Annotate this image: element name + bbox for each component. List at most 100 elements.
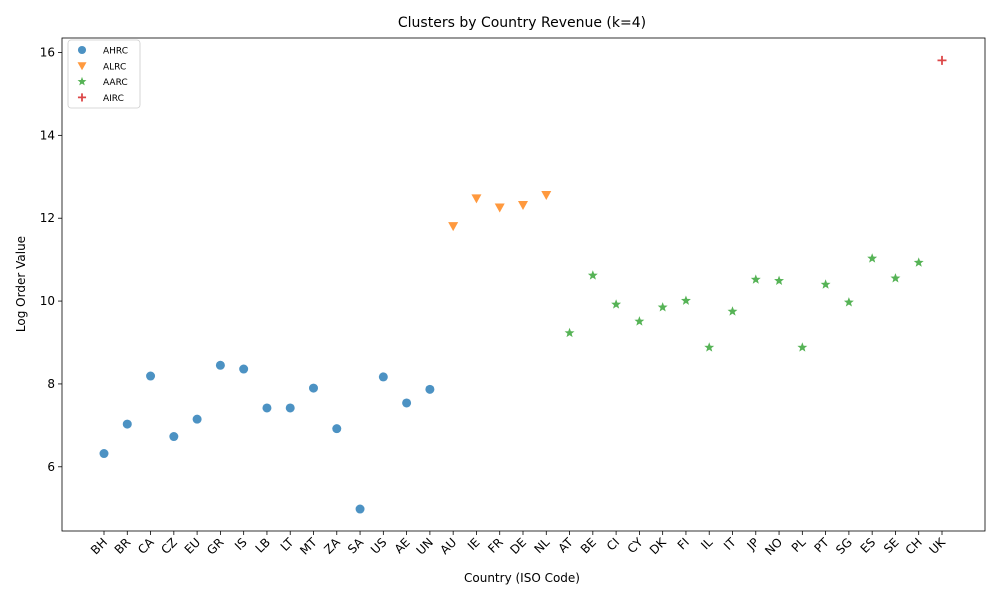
x-tick-label: BR [112,535,134,557]
data-point-ahrc-sa [355,504,365,514]
data-point-aarc-no [774,275,784,285]
x-tick-label: JP [744,535,762,553]
data-point-aarc-be [587,270,598,280]
data-points [99,55,947,514]
legend-marker-airc [77,93,87,102]
x-tick-label: ES [858,535,879,556]
x-tick-label: CZ [158,535,180,557]
x-tick-label: PT [812,535,833,556]
data-point-ahrc-br [122,419,132,429]
x-axis-label: Country (ISO Code) [464,571,580,585]
data-point-aarc-il [704,342,715,352]
y-tick-label: 8 [47,377,55,391]
data-point-ahrc-za [332,424,342,434]
data-point-aarc-fi [681,295,691,305]
data-point-alrc-au [448,222,459,232]
data-point-ahrc-ae [402,398,412,408]
data-point-ahrc-us [378,372,388,382]
data-point-ahrc-ca [146,371,156,381]
x-tick-label: IE [465,535,483,553]
x-tick-label: US [368,535,390,557]
x-tick-label: DE [507,535,529,557]
x-tick-label: SA [345,535,367,557]
y-tick-label: 14 [40,128,55,142]
legend-marker-ahrc [77,45,87,55]
x-tick-label: BH [88,535,110,557]
x-tick-label: AU [437,535,459,557]
data-point-alrc-nl [541,191,552,201]
data-point-aarc-sg [843,297,854,307]
x-axis-ticks: BH BR CA CZ EU GR IS LB LT MT ZA SA US AE UN AU IE FR DE NL… [88,531,949,558]
x-tick-label: IT [721,535,739,553]
data-point-aarc-cy [634,316,645,326]
x-tick-label: NL [531,535,552,556]
x-tick-label: ZA [321,535,343,557]
x-tick-label: PL [789,535,809,555]
x-tick-label: LB [253,535,273,555]
data-point-aarc-pl [797,342,808,352]
x-tick-label: CH [903,535,925,557]
x-tick-label: SE [881,535,902,556]
x-tick-label: IL [698,535,715,552]
data-point-aarc-jp [750,274,761,284]
data-point-ahrc-gr [215,360,225,370]
x-tick-label: MT [297,535,320,558]
data-point-ahrc-lb [262,403,272,413]
legend: AHRC ALRC AARC AIRC [67,39,141,109]
legend-box [67,39,141,109]
x-tick-label: FR [485,535,506,556]
data-point-ahrc-lt [285,403,295,413]
x-tick-label: AE [392,535,413,556]
x-tick-label: IS [232,535,250,553]
data-point-ahrc-eu [192,414,202,424]
data-point-aarc-dk [657,302,668,312]
x-tick-label: FI [675,535,692,552]
data-point-alrc-fr [494,203,505,213]
data-point-alrc-de [518,200,528,210]
data-point-aarc-pt [820,279,831,289]
x-tick-label: AT [555,535,576,556]
y-axis-label: Log Order Value [14,236,28,332]
legend-label-alrc: ALRC [103,62,126,72]
legend-marker-alrc [77,62,87,71]
y-axis-ticks: 6 8 10 12 14 16 [40,46,62,474]
y-tick-label: 6 [47,460,55,474]
data-point-airc-uk [937,55,947,65]
legend-label-aarc: AARC [103,78,128,88]
x-tick-label: NO [762,535,785,558]
chart-title: Clusters by Country Revenue (k=4) [398,15,646,31]
data-point-ahrc-mt [309,383,318,393]
data-point-aarc-se [890,273,901,283]
x-tick-label: DK [647,534,670,557]
plot-frame [61,37,986,532]
data-point-ahrc-un [425,384,435,394]
data-point-aarc-es [867,253,878,263]
data-point-ahrc-cz [169,432,179,442]
x-tick-label: BE [578,535,599,556]
x-tick-label: CY [625,535,646,556]
y-tick-label: 12 [40,211,55,225]
plot-area [61,37,986,532]
data-point-aarc-it [727,306,738,316]
data-point-ahrc-is [239,364,249,374]
legend-label-ahrc: AHRC [103,47,128,57]
x-tick-label: EU [182,535,203,556]
data-point-ahrc-bh [99,449,109,459]
x-tick-label: LT [278,535,297,554]
data-point-alrc-ie [471,194,482,204]
x-tick-label: UN [414,535,436,557]
data-point-aarc-at [564,327,575,338]
legend-marker-aarc [77,76,87,86]
x-tick-label: UK [926,534,948,556]
data-point-aarc-ch [913,257,924,267]
y-tick-label: 10 [40,294,55,308]
y-tick-label: 16 [40,46,55,60]
legend-label-airc: AIRC [103,94,124,104]
x-tick-label: GR [204,535,226,557]
x-tick-label: CA [135,535,157,557]
x-tick-label: SG [833,535,855,557]
x-tick-label: CI [604,535,622,553]
data-point-aarc-ci [611,299,622,309]
